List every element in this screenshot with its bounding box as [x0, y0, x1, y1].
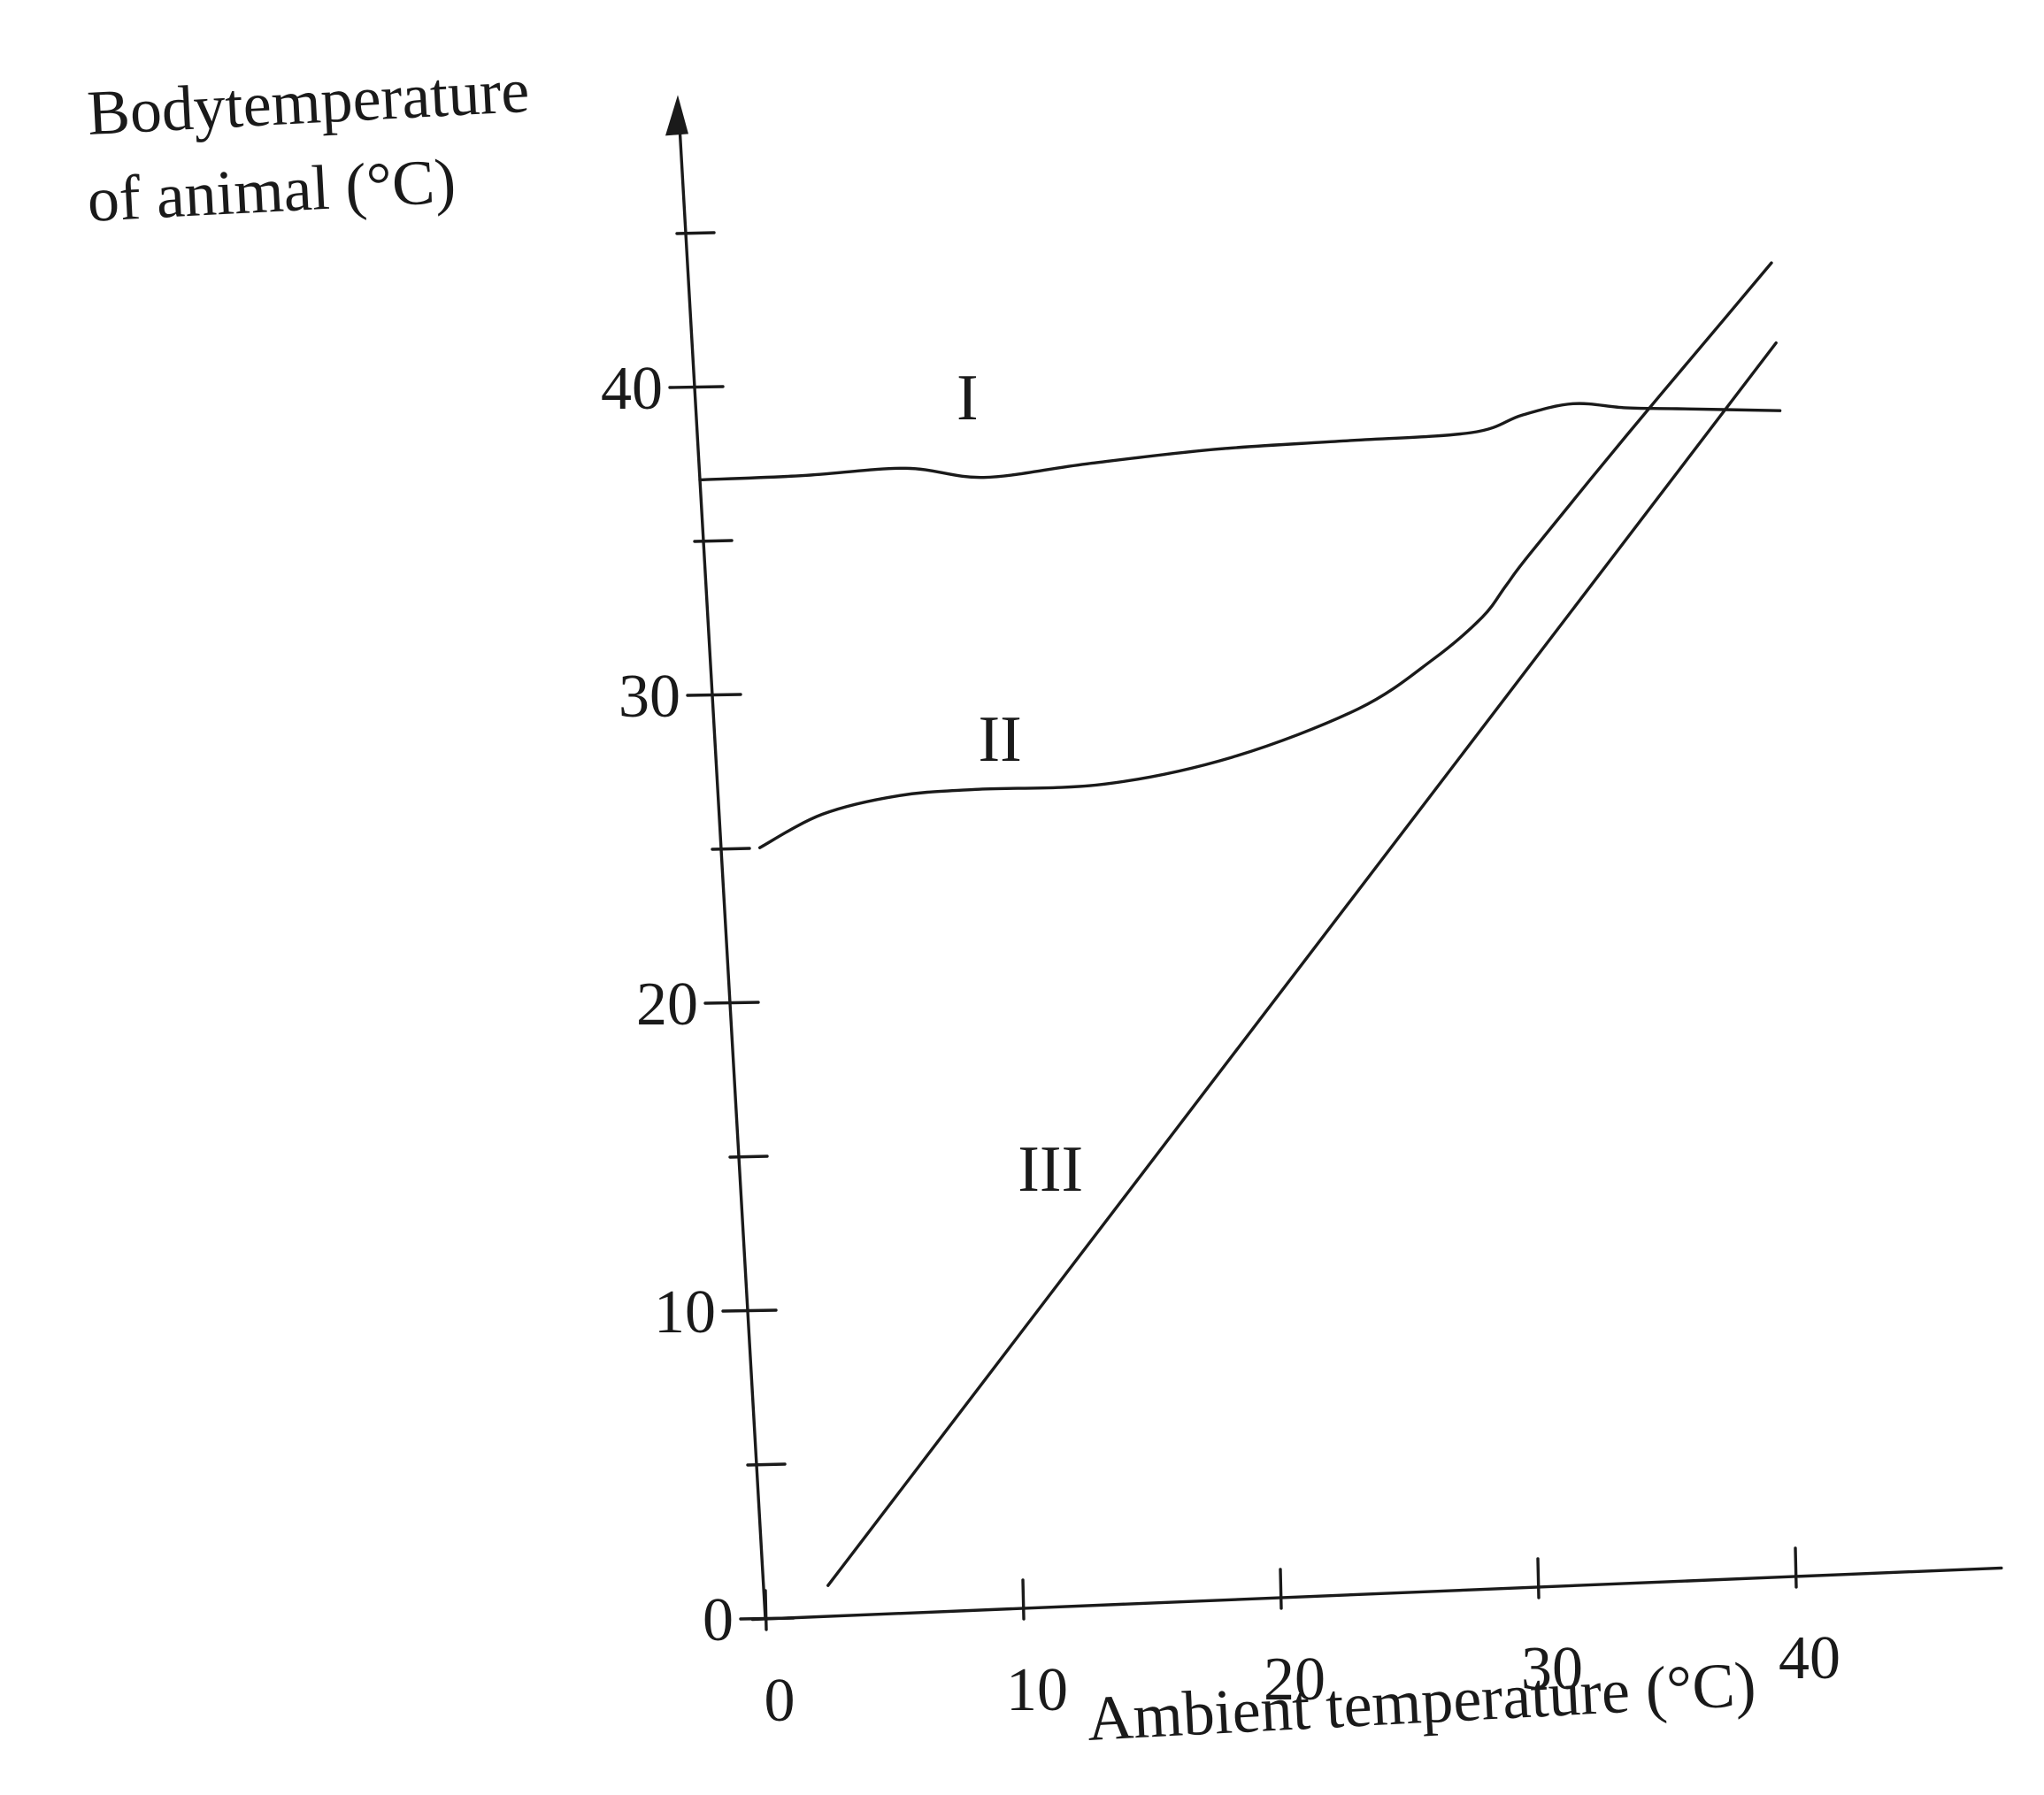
x-tick	[1279, 1568, 1283, 1610]
series-label-i: I	[957, 362, 979, 434]
y-tick	[686, 693, 742, 697]
x-tick-label: 40	[1779, 1624, 1840, 1692]
y-tick	[703, 1001, 760, 1005]
series-line-i	[698, 402, 1782, 482]
y-tick	[728, 1154, 769, 1159]
y-tick	[711, 847, 751, 851]
series-label-iii: III	[1018, 1133, 1083, 1206]
x-tick-label: 30	[1521, 1635, 1583, 1703]
y-tick	[721, 1308, 778, 1313]
y-tick-label: 20	[636, 970, 698, 1039]
x-tick	[1794, 1546, 1798, 1589]
x-axis-line	[750, 1566, 2003, 1622]
y-axis-line	[678, 124, 767, 1621]
series-line-ii	[757, 261, 1773, 849]
x-tick-label: 0	[765, 1667, 795, 1735]
ticks: 0 10 20 30 40 0 10 20 30 40	[601, 231, 1840, 1735]
labels-group: Bodytemperature of animal (°C) Ambient t…	[86, 55, 1758, 1754]
y-axis-arrowhead	[665, 95, 688, 136]
y-axis-label-line-1: Bodytemperature	[86, 55, 531, 149]
x-tick	[1536, 1557, 1541, 1599]
y-tick-label: 10	[654, 1278, 716, 1346]
y-tick	[675, 231, 716, 235]
x-tick	[1021, 1578, 1026, 1621]
x-tick-label: 20	[1264, 1645, 1326, 1714]
y-tick-label: 40	[601, 355, 663, 423]
series-group	[698, 261, 1782, 1587]
axes	[665, 95, 2003, 1622]
x-tick	[764, 1589, 768, 1631]
x-axis-label: Ambient temperature (°C)	[1086, 1648, 1758, 1753]
series-line-iii	[826, 341, 1778, 1587]
series-label-ii: II	[978, 703, 1021, 776]
y-axis-label-line-2: of animal (°C)	[86, 145, 457, 235]
y-tick-label: 0	[703, 1586, 734, 1654]
y-tick-label: 30	[619, 663, 680, 731]
x-tick-label: 10	[1006, 1656, 1068, 1724]
y-tick	[746, 1462, 787, 1467]
